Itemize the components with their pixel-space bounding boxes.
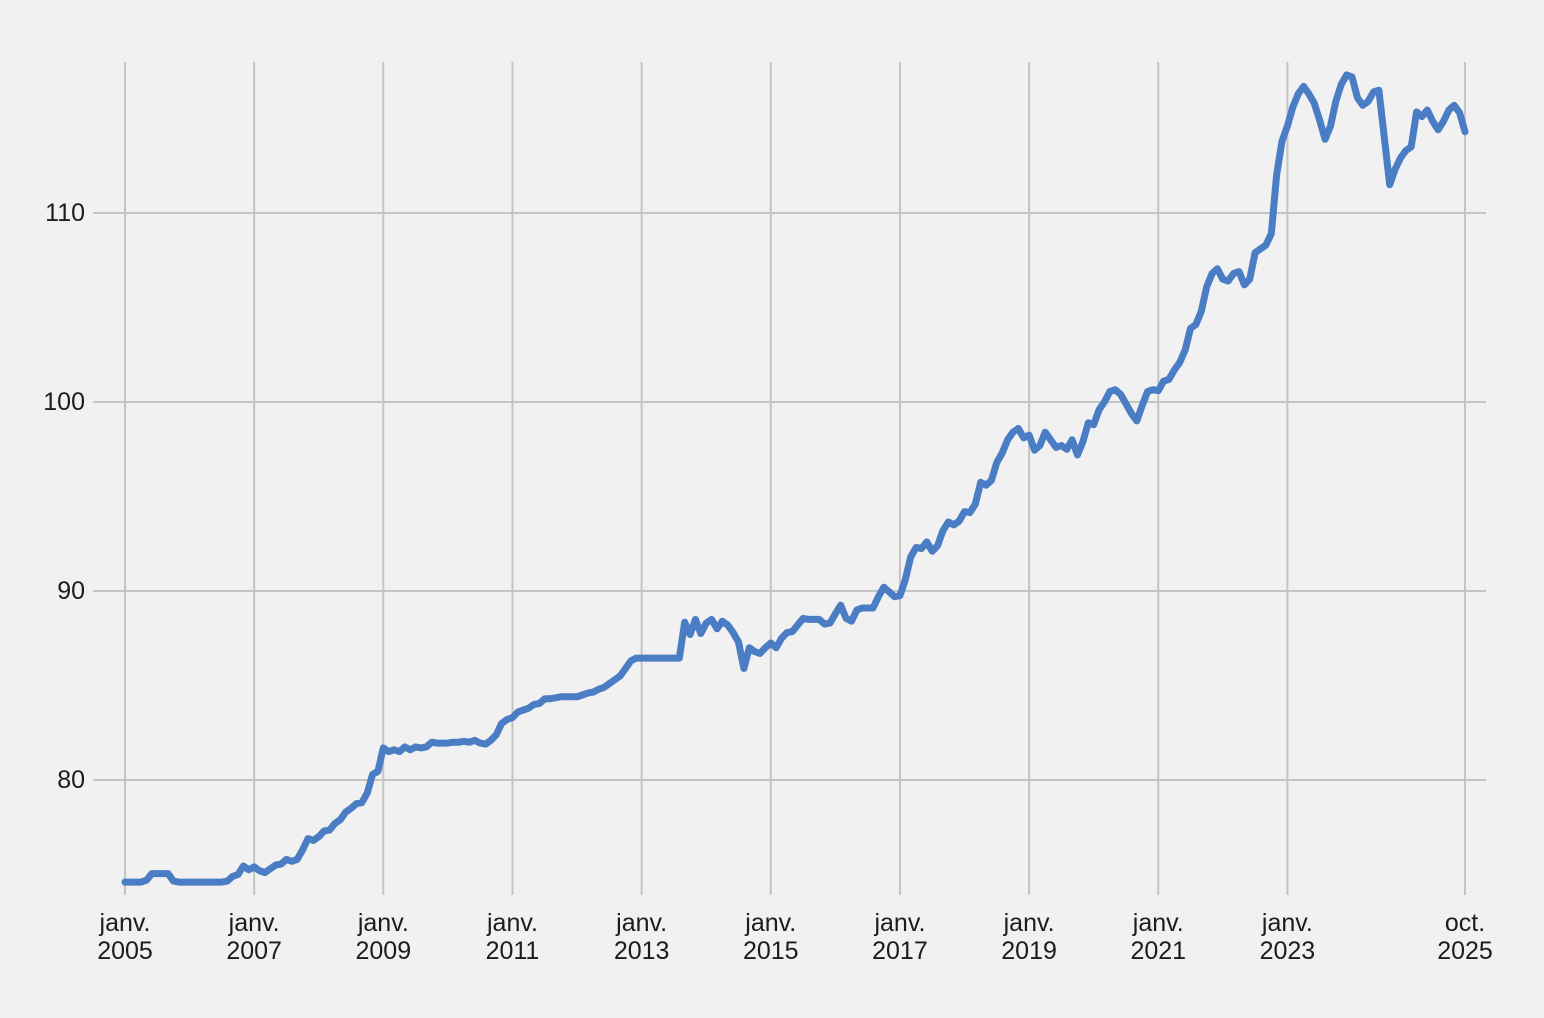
x-axis-tick-label-year: 2023 (1260, 937, 1316, 965)
x-axis-tick-label-month: janv. (486, 909, 538, 937)
x-axis-tick-label-year: 2025 (1437, 937, 1493, 965)
x-axis-tick-label-month: janv. (99, 909, 151, 937)
y-axis-tick-label: 110 (45, 199, 85, 227)
x-axis-tick-label-year: 2005 (97, 937, 153, 965)
y-axis-tick-label: 100 (43, 388, 85, 416)
x-axis-tick-label-month: janv. (1261, 909, 1313, 937)
x-axis-tick-label-month: janv. (744, 909, 796, 937)
y-axis-tick-label: 80 (57, 766, 85, 794)
x-axis-tick-label-month: janv. (357, 909, 409, 937)
data-series-line[interactable] (121, 71, 1469, 886)
x-axis-tick-label-year: 2017 (872, 937, 928, 965)
x-axis-tick-label-month: janv. (228, 909, 280, 937)
x-axis-tick-label-year: 2013 (614, 937, 670, 965)
x-axis-tick-label-year: 2007 (226, 937, 282, 965)
x-axis-tick-label-year: 2021 (1130, 937, 1186, 965)
gridlines-group (93, 62, 1486, 895)
x-axis-tick-label-year: 2011 (486, 937, 540, 965)
y-axis-tick-label: 90 (57, 577, 85, 605)
x-axis-tick-label-year: 2015 (743, 937, 799, 965)
x-axis-tick-label-month: janv. (1132, 909, 1184, 937)
x-axis-tick-label-year: 2019 (1001, 937, 1057, 965)
x-axis-tick-label-month: janv. (615, 909, 667, 937)
series-group (121, 71, 1469, 886)
x-axis-tick-label-month: oct. (1445, 909, 1485, 937)
x-axis-tick-label-month: janv. (873, 909, 925, 937)
x-axis-tick-label-month: janv. (1003, 909, 1055, 937)
axis-labels-group: janv.2005janv.2007janv.2009janv.2011janv… (43, 199, 1493, 965)
x-axis-tick-label-year: 2009 (356, 937, 412, 965)
